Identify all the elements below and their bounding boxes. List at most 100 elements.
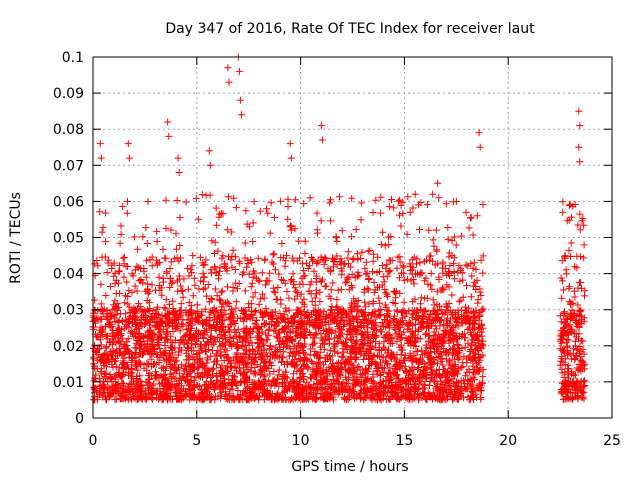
- data-point: [234, 338, 241, 346]
- data-point: [475, 129, 483, 137]
- data-point: [111, 297, 119, 305]
- data-point: [282, 368, 290, 376]
- data-point: [388, 196, 395, 203]
- data-point: [258, 269, 266, 277]
- data-point: [262, 304, 270, 312]
- data-point: [152, 368, 159, 376]
- data-point: [156, 345, 164, 352]
- data-point: [277, 300, 285, 308]
- data-point: [194, 382, 202, 390]
- data-point: [365, 275, 373, 282]
- data-point: [427, 269, 435, 277]
- data-point: [410, 280, 418, 288]
- data-point: [340, 261, 348, 269]
- data-point: [96, 208, 104, 216]
- data-point: [434, 179, 442, 187]
- data-point: [166, 265, 174, 272]
- data-point: [164, 118, 172, 126]
- data-point: [249, 238, 257, 245]
- data-point: [162, 224, 170, 232]
- data-point: [427, 252, 435, 260]
- data-point: [171, 361, 179, 369]
- data-point: [440, 286, 448, 294]
- data-point: [429, 296, 437, 304]
- data-point: [448, 323, 456, 331]
- data-point: [136, 303, 144, 310]
- data-point: [146, 370, 154, 377]
- data-point: [202, 319, 210, 327]
- data-point: [102, 322, 109, 330]
- data-point: [215, 275, 223, 283]
- data-point: [409, 310, 417, 318]
- x-tick-label: 20: [499, 433, 517, 449]
- data-point: [422, 274, 430, 282]
- data-point: [333, 296, 341, 304]
- data-point: [455, 298, 463, 306]
- data-point: [306, 262, 313, 270]
- data-point: [281, 262, 289, 270]
- data-point: [395, 197, 403, 205]
- data-point: [433, 288, 441, 296]
- data-point: [338, 227, 346, 235]
- data-point: [278, 240, 286, 247]
- data-point: [438, 284, 446, 292]
- data-point: [219, 316, 226, 324]
- data-point: [385, 331, 393, 338]
- data-point: [476, 143, 484, 151]
- data-point: [360, 312, 368, 320]
- data-point: [421, 363, 428, 371]
- x-tick-label: 25: [603, 433, 621, 449]
- data-point: [318, 136, 326, 144]
- data-point: [338, 267, 346, 275]
- data-point: [285, 294, 293, 302]
- data-point: [452, 241, 460, 249]
- data-point: [443, 349, 451, 357]
- data-point: [217, 352, 225, 360]
- data-point: [332, 233, 340, 241]
- data-point: [409, 204, 417, 212]
- data-point: [101, 253, 109, 261]
- data-point: [199, 261, 207, 269]
- data-point: [178, 287, 186, 294]
- data-point: [360, 352, 368, 360]
- data-point: [385, 268, 393, 276]
- data-point: [329, 279, 337, 287]
- data-point: [318, 276, 326, 284]
- data-point: [433, 371, 440, 378]
- data-point: [317, 122, 325, 130]
- data-point: [329, 315, 337, 323]
- chart-title: Day 347 of 2016, Rate Of TEC Index for r…: [165, 21, 535, 37]
- data-point: [175, 275, 183, 283]
- data-point: [429, 307, 437, 315]
- data-point: [312, 286, 320, 294]
- data-point: [154, 311, 162, 319]
- data-point: [100, 358, 108, 366]
- data-point: [444, 307, 452, 315]
- data-point: [416, 226, 424, 233]
- data-point: [91, 296, 99, 304]
- data-point: [310, 267, 318, 275]
- data-point: [264, 209, 272, 217]
- data-point: [469, 231, 477, 239]
- data-point: [311, 385, 319, 393]
- data-point: [222, 299, 230, 307]
- data-point: [344, 254, 352, 262]
- data-point: [208, 237, 216, 245]
- x-tick-label: 5: [192, 433, 201, 449]
- data-point: [333, 237, 341, 245]
- data-point: [357, 216, 365, 224]
- data-point: [202, 191, 210, 199]
- data-point: [400, 357, 408, 364]
- y-tick-label: 0.04: [53, 267, 84, 283]
- data-point: [416, 271, 424, 279]
- data-point: [372, 344, 380, 352]
- data-point: [162, 362, 170, 370]
- data-point: [576, 210, 584, 218]
- data-point: [326, 356, 334, 364]
- data-point: [429, 236, 437, 244]
- data-point: [337, 255, 345, 263]
- data-point: [372, 196, 380, 204]
- data-point: [286, 140, 294, 148]
- data-point: [118, 326, 125, 334]
- data-point: [334, 349, 342, 357]
